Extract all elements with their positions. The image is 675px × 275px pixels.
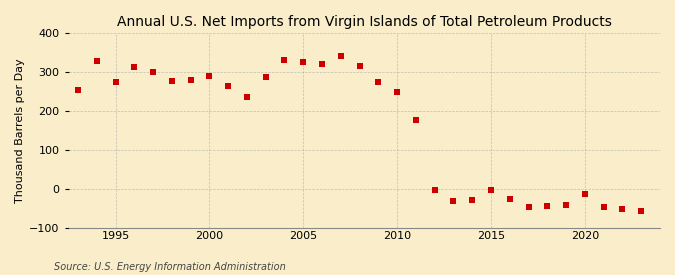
Text: Source: U.S. Energy Information Administration: Source: U.S. Energy Information Administ… [54, 262, 286, 272]
Point [110, 79, 121, 84]
Point [167, 78, 178, 83]
Point [91, 59, 102, 63]
Point [580, 191, 591, 196]
Point [561, 203, 572, 208]
Point [148, 70, 159, 74]
Point [467, 198, 478, 202]
Point [504, 197, 515, 202]
Point [373, 79, 384, 84]
Point [129, 65, 140, 70]
Point [204, 74, 215, 78]
Point [392, 90, 402, 94]
Point [242, 95, 252, 100]
Point [298, 60, 308, 64]
Point [429, 188, 440, 192]
Point [223, 83, 234, 88]
Point [448, 199, 459, 203]
Point [317, 62, 327, 66]
Point [354, 64, 365, 68]
Point [598, 205, 609, 210]
Point [279, 58, 290, 62]
Y-axis label: Thousand Barrels per Day: Thousand Barrels per Day [15, 58, 25, 203]
Point [636, 209, 647, 213]
Point [542, 204, 553, 208]
Point [185, 78, 196, 82]
Point [485, 188, 496, 192]
Point [617, 207, 628, 211]
Point [72, 88, 83, 92]
Point [410, 117, 421, 122]
Title: Annual U.S. Net Imports from Virgin Islands of Total Petroleum Products: Annual U.S. Net Imports from Virgin Isla… [117, 15, 612, 29]
Point [335, 54, 346, 59]
Point [261, 75, 271, 79]
Point [523, 205, 534, 210]
